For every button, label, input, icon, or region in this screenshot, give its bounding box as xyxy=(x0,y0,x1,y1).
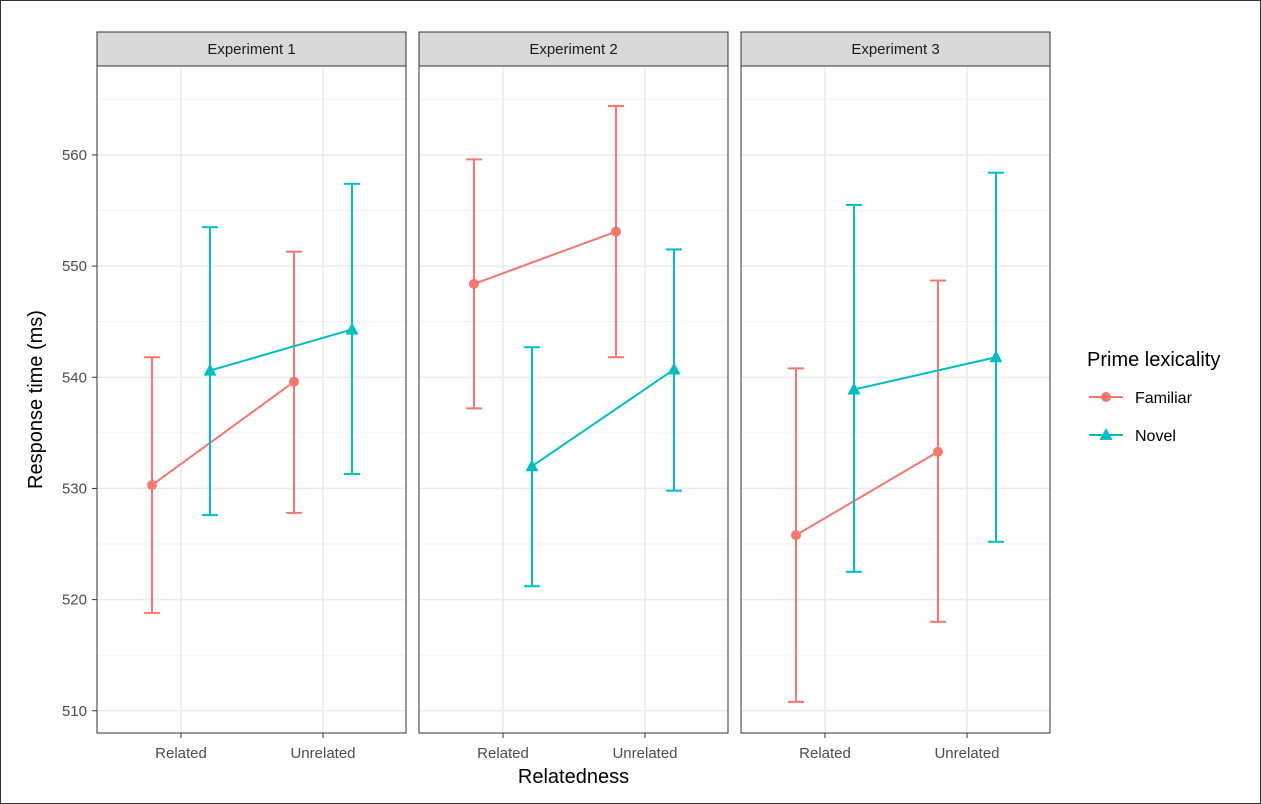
legend-label: Familiar xyxy=(1135,390,1193,407)
panel-title: Experiment 3 xyxy=(851,41,939,58)
legend-title: Prime lexicality xyxy=(1087,349,1220,371)
data-point xyxy=(791,530,801,541)
series-line-familiar xyxy=(151,380,295,486)
series-line-novel xyxy=(209,328,353,372)
x-tick-label: Unrelated xyxy=(612,745,677,762)
panel-border xyxy=(740,65,1051,734)
data-point xyxy=(933,446,943,457)
panel-2: Experiment 2 Related Unrelated xyxy=(418,31,729,762)
data-point xyxy=(345,322,359,335)
legend-key-triangle xyxy=(1099,428,1113,440)
legend: Prime lexicality Familiar Novel xyxy=(1087,349,1220,445)
x-tick-label: Unrelated xyxy=(290,745,355,762)
y-tick-label: 530 xyxy=(62,480,87,497)
x-tick-label: Related xyxy=(799,745,851,762)
panel-1: Experiment 1 Related Unrelated xyxy=(96,31,407,762)
y-tick-label: 510 xyxy=(62,703,87,720)
y-tick-label: 540 xyxy=(62,369,87,386)
x-tick-label: Related xyxy=(477,745,529,762)
y-tick-label: 560 xyxy=(62,147,87,164)
panel-border xyxy=(96,65,407,734)
y-tick-label: 550 xyxy=(62,258,87,275)
plot-background xyxy=(419,66,728,733)
y-axis-title: Response time (ms) xyxy=(25,310,47,489)
panel-title: Experiment 2 xyxy=(529,41,617,58)
data-point xyxy=(667,362,681,375)
panel-title: Experiment 1 xyxy=(207,41,295,58)
data-point xyxy=(847,382,861,395)
data-point xyxy=(289,376,299,387)
data-point xyxy=(611,226,621,237)
y-axis: 510 520 530 540 550 560 xyxy=(62,147,97,720)
panel-3: Experiment 3 Related Unrelated xyxy=(740,31,1051,762)
series-line-novel xyxy=(853,356,997,391)
legend-label: Novel xyxy=(1135,428,1176,445)
data-point xyxy=(147,480,157,491)
legend-key-circle xyxy=(1101,392,1111,402)
x-axis-title: Relatedness xyxy=(518,766,629,788)
data-point xyxy=(203,363,217,376)
series-line-familiar xyxy=(795,450,939,536)
panel-strip xyxy=(96,31,407,67)
series-line-novel xyxy=(531,368,675,468)
data-point xyxy=(525,459,539,472)
legend-item-familiar: Familiar xyxy=(1089,390,1193,407)
data-point xyxy=(989,350,1003,363)
data-point xyxy=(469,278,479,289)
plot-background xyxy=(97,66,406,733)
series-line-familiar xyxy=(473,230,617,285)
y-tick-label: 520 xyxy=(62,592,87,609)
panel-strip xyxy=(740,31,1051,67)
plot-background xyxy=(741,66,1050,733)
legend-item-novel: Novel xyxy=(1089,428,1176,445)
panel-strip xyxy=(418,31,729,67)
x-tick-label: Unrelated xyxy=(934,745,999,762)
x-tick-label: Related xyxy=(155,745,207,762)
panel-border xyxy=(418,65,729,734)
